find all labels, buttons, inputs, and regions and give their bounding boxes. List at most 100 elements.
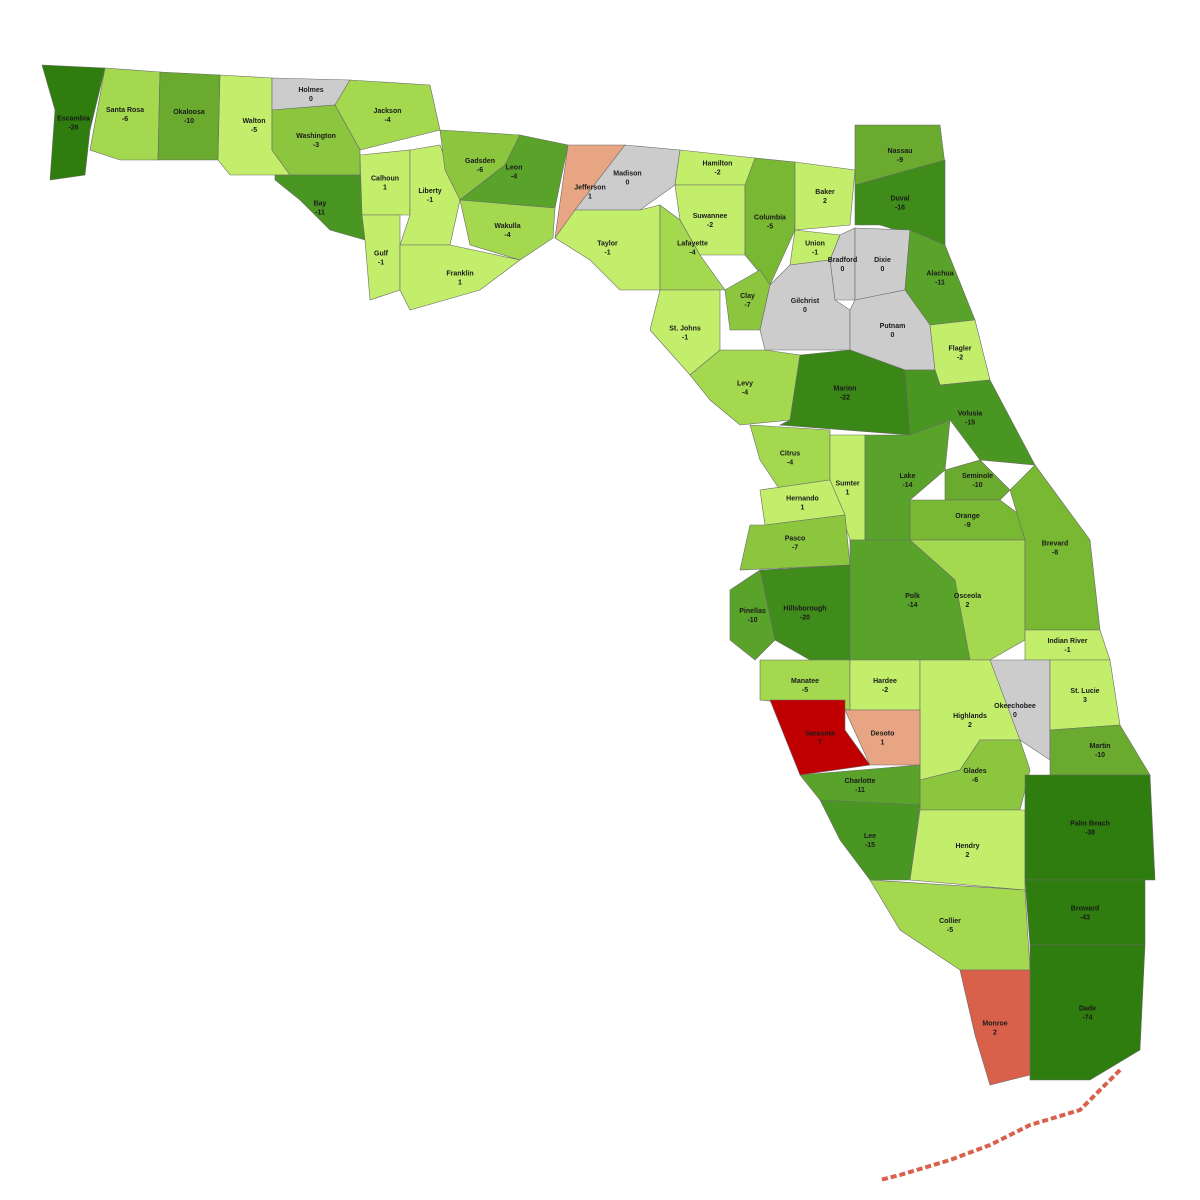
county-value: -1 [812,249,818,256]
county-name: St. Johns [669,325,701,332]
county-value: -10 [747,617,757,624]
county [359,149,411,216]
county-value: 2 [968,722,972,729]
county-name: Leon [506,164,523,171]
county [929,319,991,386]
counties [41,64,1156,1182]
county-name: Orange [955,513,980,520]
county-name: Broward [1071,905,1099,912]
county-value: -1 [682,334,688,341]
county-value: -10 [1095,752,1105,759]
county-name: Calhoun [371,175,399,182]
county-name: Osceola [954,593,981,600]
county [729,569,776,661]
county [459,199,556,261]
county-name: Jefferson [574,184,606,191]
county-value: -9 [964,522,970,529]
county [674,184,746,256]
county-name: Brevard [1042,540,1068,547]
county-value: -5 [802,687,808,694]
county-value: -74 [1082,1014,1092,1021]
county-name: Charlotte [845,778,876,785]
county-name: Hillsborough [783,605,826,612]
county-value: 2 [823,198,827,205]
county-name: Sumter [835,480,859,487]
county [689,349,801,426]
county-name: Liberty [418,188,441,195]
county-name: Collier [939,918,961,925]
county-name: Indian River [1047,638,1087,645]
county-value: -5 [947,927,953,934]
county-value: -6 [477,167,483,174]
county [819,799,921,881]
county-value: 1 [881,739,885,746]
county-value: -5 [251,127,257,134]
county-name: Baker [815,189,835,196]
county-value: 2 [993,1029,997,1036]
county [89,67,161,161]
county-name: Putnam [880,323,906,330]
county-name: Marion [834,385,857,392]
county-name: Bradford [828,257,858,264]
county-value: -20 [800,614,810,621]
county-value: 1 [801,504,805,511]
county-name: Volusia [958,410,982,417]
county-value: -4 [504,232,510,239]
county-name: Polk [905,593,920,600]
county-name: Holmes [298,87,323,94]
county [744,157,796,286]
county-name: St. Lucie [1070,688,1099,695]
county-name: Lake [900,473,916,480]
county-value: -4 [511,173,517,180]
county-value: -26 [68,124,78,131]
county [1049,724,1151,776]
county [739,514,851,571]
county-name: Gadsden [465,158,495,165]
county-value: 0 [309,96,313,103]
county-name: Clay [740,293,755,300]
county-name: Columbia [754,214,786,221]
county-name: Highlands [953,713,987,720]
county-name: Pinellas [739,608,766,615]
county-name: Hernando [786,495,819,502]
county-name: Flagler [949,345,972,352]
county-value: -11 [935,279,945,286]
county-value: 0 [881,266,885,273]
county-value: 0 [891,332,895,339]
county-value: -38 [1085,829,1095,836]
county [769,699,871,776]
county-name: Okaloosa [173,109,205,116]
county-value: -16 [895,204,905,211]
county-value: -1 [378,259,384,266]
county-name: Desoto [871,730,895,737]
county-value: 0 [626,179,630,186]
county [869,879,1031,971]
county-name: Sarasota [805,730,835,737]
county-value: 1 [588,193,592,200]
county-value: -7 [744,302,750,309]
county-name: Gilchrist [791,298,820,305]
county-name: Franklin [446,270,473,277]
county-value: -15 [865,842,875,849]
county-name: Nassau [888,148,913,155]
county [1049,659,1121,731]
county-name: Gulf [374,250,389,257]
county-value: -1 [427,197,433,204]
county-value: -43 [1080,914,1090,921]
county [854,227,911,301]
county-value: -2 [707,222,713,229]
county-value: -8 [1052,549,1058,556]
county-name: Escambia [57,115,90,122]
county [361,214,401,301]
county-value: 0 [803,307,807,314]
county [274,174,366,241]
county [909,499,1026,541]
county-name: Citrus [780,450,800,457]
county-value: 3 [1083,697,1087,704]
county-value: -6 [122,116,128,123]
county [849,659,921,711]
county-name: Taylor [597,240,618,247]
county [399,244,521,311]
